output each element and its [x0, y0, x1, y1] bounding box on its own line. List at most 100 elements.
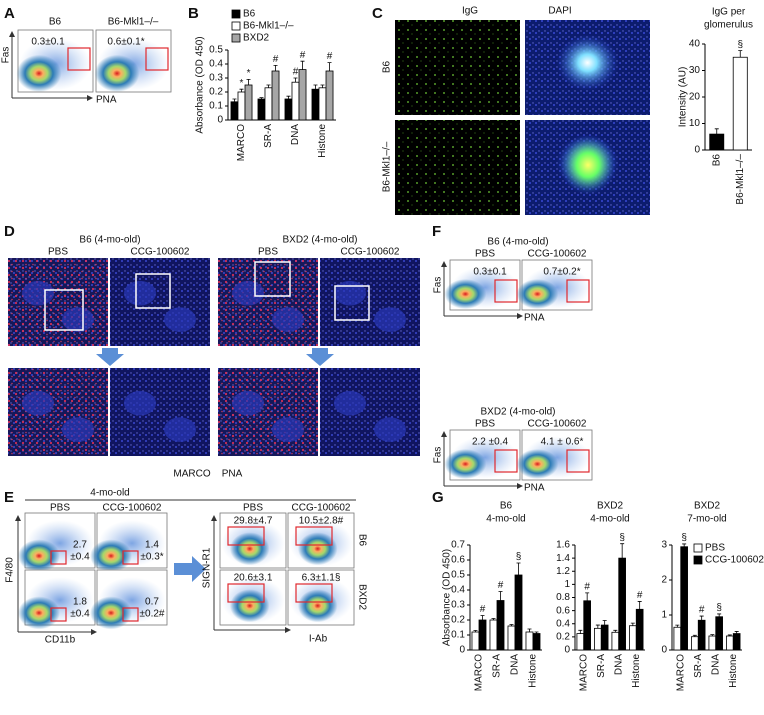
error-bar	[738, 50, 743, 58]
x-tick-label: SR-A	[263, 124, 274, 148]
bar	[709, 133, 725, 151]
gate	[566, 279, 590, 303]
axis-label: Fas	[1, 47, 12, 64]
error-bar	[327, 62, 332, 71]
stat-label: 2.2 ±0.4	[472, 437, 509, 448]
error-bar	[509, 624, 514, 626]
legend-label: CCG-100602	[705, 555, 764, 566]
bar	[514, 574, 523, 651]
column-label: PBS	[475, 419, 495, 430]
y-tick-label: 0.6	[556, 605, 570, 616]
panel-letter: E	[4, 489, 14, 506]
bar	[525, 631, 534, 651]
x-tick-label: SR-A	[596, 654, 607, 678]
follicle	[124, 390, 156, 416]
column-label: PBS	[475, 249, 495, 260]
panel-letter: D	[4, 223, 15, 240]
follicle	[334, 390, 366, 416]
x-tick-label: MARCO	[578, 654, 589, 691]
chart-title: 7-mo-old	[687, 514, 726, 525]
significance-mark: #	[637, 590, 643, 601]
x-tick-label: Histone	[631, 654, 642, 688]
axis-label: PNA	[524, 313, 545, 324]
follicle	[272, 417, 304, 442]
bar	[257, 98, 266, 121]
treatment-label: CCG-100602	[341, 247, 400, 258]
gate	[295, 583, 333, 603]
x-tick-label: SR-A	[492, 654, 503, 678]
stat-label: 0.7	[145, 597, 159, 608]
bar	[618, 557, 626, 651]
bar	[576, 633, 585, 651]
gate	[50, 550, 67, 565]
significance-mark: #	[327, 51, 333, 62]
error-bar	[516, 562, 521, 575]
error-bar	[480, 615, 485, 620]
error-bar	[602, 620, 607, 626]
gate	[227, 526, 265, 546]
error-bar	[595, 624, 600, 629]
channel-label: IgG	[462, 6, 478, 17]
y-tick-label: 0	[694, 145, 700, 156]
x-tick-label: B6	[711, 154, 722, 167]
cell-density	[90, 596, 132, 630]
y-tick-label: 1	[564, 579, 570, 590]
gate	[50, 607, 67, 622]
legend-label: B6	[243, 9, 256, 20]
significance-mark: §	[681, 533, 687, 544]
chart-title: B6	[500, 501, 513, 512]
bar	[311, 88, 320, 121]
y-tick-label: 0.5	[451, 570, 465, 581]
significance-mark: #	[273, 54, 279, 65]
micrograph-signal	[395, 120, 520, 215]
error-bar	[637, 601, 642, 610]
micrograph-signal	[8, 368, 108, 456]
axis-label: Fas	[433, 447, 444, 464]
stat-label: ±0.4	[70, 552, 90, 563]
cell-density	[516, 449, 559, 479]
channel-label: DAPI	[548, 6, 571, 17]
bar	[325, 70, 334, 121]
treatment-label: PBS	[48, 247, 68, 258]
y-tick-label: 0.4	[209, 59, 223, 70]
x-tick-label: Histone	[728, 654, 739, 688]
gate	[227, 583, 265, 603]
y-tick-label: 20	[689, 92, 701, 103]
chart-title: BXD2	[694, 501, 721, 512]
significance-mark: §	[716, 603, 722, 614]
column-label: CCG-100602	[103, 503, 162, 514]
cell-density	[18, 596, 60, 630]
y-tick-label: 1.2	[556, 566, 570, 577]
nucleus-cluster	[556, 34, 619, 92]
header-label: B6 (4-mo-old)	[487, 237, 548, 248]
significance-mark: #	[699, 605, 705, 616]
nucleus-cluster	[560, 135, 616, 195]
bar	[264, 87, 273, 121]
x-tick-label: Histone	[528, 654, 539, 688]
cell-density	[18, 539, 60, 573]
stat-label: 0.3±0.1	[31, 37, 65, 48]
error-bar	[498, 591, 503, 601]
significance-mark: #	[498, 580, 504, 591]
bar	[697, 619, 706, 651]
gate	[566, 449, 590, 473]
y-tick-label: 10	[689, 118, 701, 129]
y-tick-label: 0	[564, 645, 570, 656]
gate	[122, 607, 139, 622]
bar	[284, 98, 293, 121]
legend-swatch	[231, 9, 241, 19]
cell-density	[16, 54, 62, 92]
bar	[673, 626, 682, 651]
error-bar	[300, 60, 305, 70]
axis-label: PNA	[524, 483, 545, 494]
follicle	[22, 390, 54, 416]
error-bar	[313, 84, 318, 90]
error-bar	[585, 592, 590, 601]
column-label: CCG-100602	[292, 503, 351, 514]
error-bar	[491, 618, 496, 620]
axis-label: SIGN-R1	[202, 547, 213, 588]
flow-arrow	[174, 556, 206, 582]
cell-density	[444, 279, 487, 309]
stain-label: MARCO	[173, 469, 210, 480]
